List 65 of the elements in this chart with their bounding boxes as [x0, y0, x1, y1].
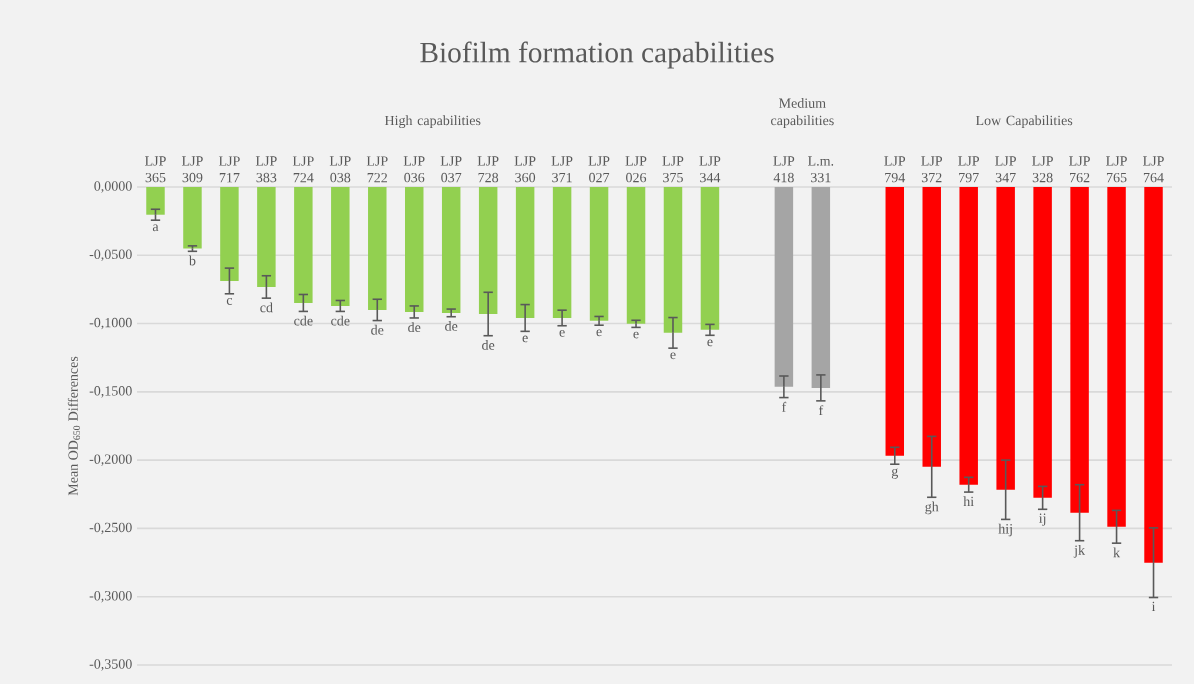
y-tick-label: -0,0500	[89, 249, 132, 262]
annotation: b	[188, 255, 196, 266]
annotation: e	[707, 339, 713, 347]
x-tick-label: LJP 724	[292, 156, 314, 183]
annotation: de	[408, 322, 421, 333]
y-tick-label: -0,1000	[89, 317, 132, 330]
x-tick-label: LJP 765	[1106, 156, 1127, 183]
x-tick-label: LJP 037	[440, 156, 462, 183]
annotation: e	[596, 329, 602, 337]
annotation: g	[891, 468, 899, 479]
x-tick-label: LJP 036	[403, 156, 425, 183]
text: Low Capabilities	[975, 115, 1073, 129]
y-tick-label: 0,0000	[94, 181, 132, 193]
annotation: de	[445, 321, 458, 331]
x-tick-label: LJP 328	[1032, 156, 1053, 183]
chart-title: Biofilm formation capabilities	[420, 41, 774, 69]
x-tick-label: LJP 026	[625, 156, 647, 183]
annotation: f	[818, 405, 824, 415]
annotation: de	[371, 324, 384, 335]
y-tick-label: -0,3000	[89, 590, 132, 603]
y-axis-title: Mean OD$_{650}$ Differences	[67, 356, 80, 496]
x-tick-label: LJP 383	[255, 156, 277, 183]
x-tick-label: LJP 038	[329, 156, 351, 183]
annotation: f	[781, 401, 787, 412]
x-tick-label: LJP 372	[921, 156, 943, 183]
x-tick-label: LJP 360	[514, 156, 536, 183]
x-tick-label: LJP 722	[366, 156, 388, 183]
text: Medium capabilities	[771, 98, 834, 129]
annotation: gh	[925, 501, 939, 515]
annotation: k	[1113, 547, 1121, 558]
annotation: a	[152, 224, 159, 232]
x-tick-label: LJP 309	[181, 156, 203, 183]
x-tick-label: L.m. 331	[808, 156, 834, 183]
y-tick-label: -0,1500	[89, 386, 132, 398]
annotation: cde	[294, 315, 313, 326]
annotation: e	[633, 331, 639, 339]
x-tick-label: LJP 347	[995, 156, 1016, 183]
y-tick-label: -0,2500	[89, 522, 132, 535]
x-tick-label: LJP 717	[218, 156, 240, 183]
annotation: cd	[260, 302, 273, 313]
annotation: e	[559, 330, 565, 337]
x-tick-label: LJP 027	[588, 156, 610, 183]
x-tick-label: LJP 764	[1143, 156, 1164, 183]
x-tick-label: LJP 375	[662, 156, 684, 183]
y-tick-label: -0,3500	[89, 659, 132, 671]
x-tick-label: LJP 728	[477, 156, 499, 183]
text: High capabilities	[384, 115, 481, 129]
annotation: e	[670, 352, 676, 360]
annotation: i	[1151, 601, 1156, 612]
annotation: hi	[963, 496, 974, 507]
annotation: jk	[1073, 544, 1086, 558]
annotation: cde	[331, 315, 350, 326]
x-tick-label: LJP 365	[145, 156, 166, 183]
x-tick-label: LJP 418	[773, 156, 795, 183]
x-tick-label: LJP 762	[1069, 156, 1090, 183]
y-tick-label: -0,2000	[89, 454, 132, 466]
annotation: de	[482, 339, 495, 350]
annotation: hij	[998, 523, 1012, 537]
x-tick-label: LJP 794	[884, 156, 906, 183]
annotation: ij	[1039, 513, 1046, 526]
x-tick-label: LJP 344	[699, 156, 721, 183]
annotation: c	[226, 298, 233, 305]
x-tick-label: LJP 797	[958, 156, 980, 183]
x-tick-label: LJP 371	[551, 156, 573, 183]
annotation: e	[522, 335, 528, 343]
